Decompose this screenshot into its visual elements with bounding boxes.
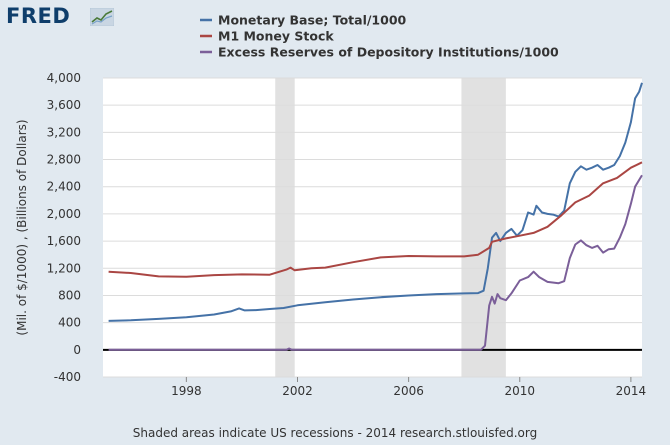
y-tick-label: 2,800 bbox=[47, 153, 81, 167]
y-tick-label: 4,000 bbox=[47, 71, 81, 85]
legend-label-3: Excess Reserves of Depository Institutio… bbox=[218, 45, 559, 60]
recession-band-1 bbox=[275, 78, 295, 377]
y-axis-ticks: -400 0 400 800 1,200 1,600 2,000 2,400 2,800 3,20… bbox=[47, 71, 81, 384]
legend-label-1: Monetary Base; Total/1000 bbox=[218, 13, 407, 28]
y-tick-label: -400 bbox=[54, 370, 81, 384]
series-line-2 bbox=[108, 161, 643, 278]
plot-area bbox=[103, 78, 642, 377]
y-tick-label: 1,200 bbox=[47, 261, 81, 275]
series-lines bbox=[108, 82, 643, 351]
y-tick-label: 400 bbox=[58, 316, 81, 330]
recession-shading bbox=[275, 78, 506, 377]
series-line-3 bbox=[108, 174, 643, 351]
x-tick-label: 2010 bbox=[504, 384, 535, 398]
x-axis-ticks: 1998 2002 2006 2010 2014 bbox=[171, 377, 646, 398]
y-axis-title: (Mil. of $/1000) , (Billions of Dollars) bbox=[15, 119, 29, 335]
y-tick-label: 0 bbox=[73, 343, 81, 357]
y-tick-label: 3,200 bbox=[47, 125, 81, 139]
x-tick-label: 2002 bbox=[282, 384, 313, 398]
y-tick-label: 2,000 bbox=[47, 207, 81, 221]
x-tick-label: 2014 bbox=[616, 384, 647, 398]
fred-logo-chart-icon bbox=[90, 8, 114, 26]
y-tick-label: 3,600 bbox=[47, 98, 81, 112]
fred-logo: FRED bbox=[6, 4, 71, 28]
legend-label-2: M1 Money Stock bbox=[218, 29, 334, 44]
x-tick-label: 1998 bbox=[171, 384, 202, 398]
series-line-1 bbox=[108, 82, 643, 322]
y-tick-label: 1,600 bbox=[47, 234, 81, 248]
y-tick-label: 2,400 bbox=[47, 180, 81, 194]
grid bbox=[103, 77, 642, 378]
footer-note: Shaded areas indicate US recessions - 20… bbox=[132, 426, 538, 440]
recession-band-2 bbox=[461, 78, 506, 377]
y-tick-label: 800 bbox=[58, 288, 81, 302]
x-tick-label: 2006 bbox=[393, 384, 424, 398]
